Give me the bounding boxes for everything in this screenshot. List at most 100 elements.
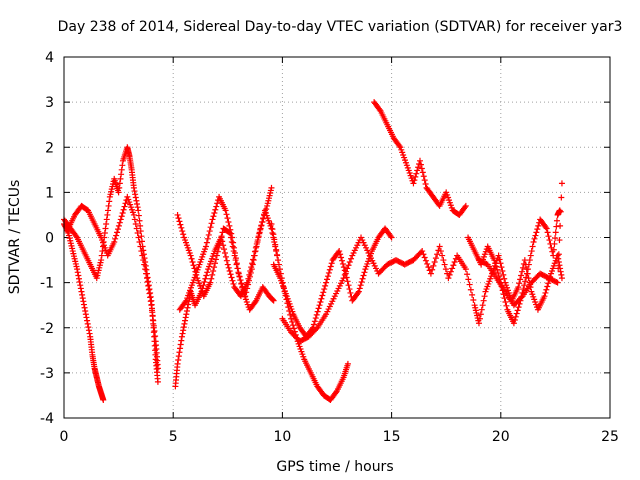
y-tick-label: -4: [40, 411, 54, 427]
data-point: [178, 333, 185, 340]
data-point: [130, 211, 137, 218]
data-point-interp: [419, 169, 426, 176]
series-track-a: [61, 220, 107, 403]
data-point-interp: [346, 258, 353, 265]
data-point: [115, 189, 122, 196]
data-point-interp: [311, 318, 318, 325]
data-point-interp: [544, 229, 551, 236]
y-tick-label: -2: [40, 321, 54, 337]
data-point-interp: [481, 293, 488, 300]
data-point-interp: [147, 294, 154, 301]
data-point-interp: [120, 206, 127, 213]
data-point-interp: [180, 327, 187, 334]
data-point: [355, 288, 362, 295]
data-point-interp: [202, 275, 209, 282]
data-point-interp: [183, 307, 190, 314]
data-point-interp: [118, 166, 125, 173]
data-point-interp: [79, 295, 86, 302]
data-point-interp: [552, 235, 559, 242]
data-point-interp: [314, 308, 321, 315]
data-point: [554, 279, 561, 286]
data-point-interp: [74, 269, 81, 276]
data-point-interp: [209, 271, 216, 278]
data-point-interp: [220, 242, 227, 249]
data-point-interp: [555, 258, 562, 265]
data-point-interp: [424, 260, 431, 267]
data-point-interp: [207, 224, 214, 231]
data-point-interp: [113, 232, 120, 239]
data-point-interp: [226, 222, 233, 229]
data-point-interp: [143, 270, 150, 277]
data-point: [98, 257, 105, 264]
data-point-interp: [205, 231, 212, 238]
data-point-interp: [287, 311, 294, 318]
data-point-interp: [414, 167, 421, 174]
data-point-interp: [227, 226, 234, 233]
data-point-interp: [513, 310, 520, 317]
data-point-interp: [148, 307, 155, 314]
data-point: [270, 297, 277, 304]
y-tick-label: 3: [45, 95, 54, 111]
data-point-interp: [214, 248, 221, 255]
data-point-interp: [545, 280, 552, 287]
data-point: [117, 216, 124, 223]
data-point-interp: [529, 243, 536, 250]
series-track-l: [465, 207, 563, 327]
data-point: [427, 270, 434, 277]
data-point: [323, 279, 330, 286]
data-point-interp: [556, 237, 563, 244]
series-track-f: [176, 193, 282, 313]
data-point-interp: [413, 170, 420, 177]
data-point-interp: [420, 251, 427, 258]
data-point-interp: [339, 260, 346, 267]
data-point-interp: [499, 268, 506, 275]
data-point-interp: [493, 263, 500, 270]
data-point-interp: [246, 273, 253, 280]
data-point-interp: [252, 248, 259, 255]
data-point-interp: [327, 263, 334, 270]
data-point-interp: [274, 251, 281, 258]
data-point-interp: [178, 224, 185, 231]
data-point-interp: [522, 278, 529, 285]
y-tick-label: -3: [40, 366, 54, 382]
data-point: [209, 216, 216, 223]
data-point-interp: [231, 244, 238, 251]
data-point-interp: [251, 252, 258, 259]
data-point-interp: [523, 274, 530, 281]
data-point-interp: [259, 219, 266, 226]
data-point: [336, 248, 343, 255]
data-point-interp: [151, 327, 158, 334]
data-point-interp: [138, 233, 145, 240]
data-point-interp: [82, 307, 89, 314]
data-point-interp: [338, 254, 345, 261]
data-point: [475, 320, 482, 327]
data-point-interp: [411, 177, 418, 184]
data-point-interp: [421, 254, 428, 261]
data-point-interp: [466, 281, 473, 288]
data-point-interp: [449, 265, 456, 272]
data-point: [558, 275, 565, 282]
data-point-interp: [422, 180, 429, 187]
data-point-interp: [340, 264, 347, 271]
data-point-interp: [440, 257, 447, 264]
data-point-interp: [179, 228, 186, 235]
data-point-interp: [556, 262, 563, 269]
data-point-interp: [348, 255, 355, 262]
data-point-interp: [446, 271, 453, 278]
data-point-interp: [118, 171, 125, 178]
data-point: [213, 252, 220, 259]
data-point-interp: [84, 317, 91, 324]
data-point: [558, 180, 565, 187]
plot-frame: [63, 56, 611, 419]
data-point-interp: [258, 222, 265, 229]
data-point: [229, 234, 236, 241]
data-point: [275, 257, 282, 264]
data-point-interp: [257, 226, 264, 233]
data-point-interp: [103, 216, 110, 223]
data-point-interp: [139, 252, 146, 259]
data-point-interp: [310, 321, 317, 328]
data-point-interp: [256, 230, 263, 237]
data-point-interp: [122, 200, 129, 207]
data-point-interp: [210, 268, 217, 275]
data-point-interp: [146, 290, 153, 297]
